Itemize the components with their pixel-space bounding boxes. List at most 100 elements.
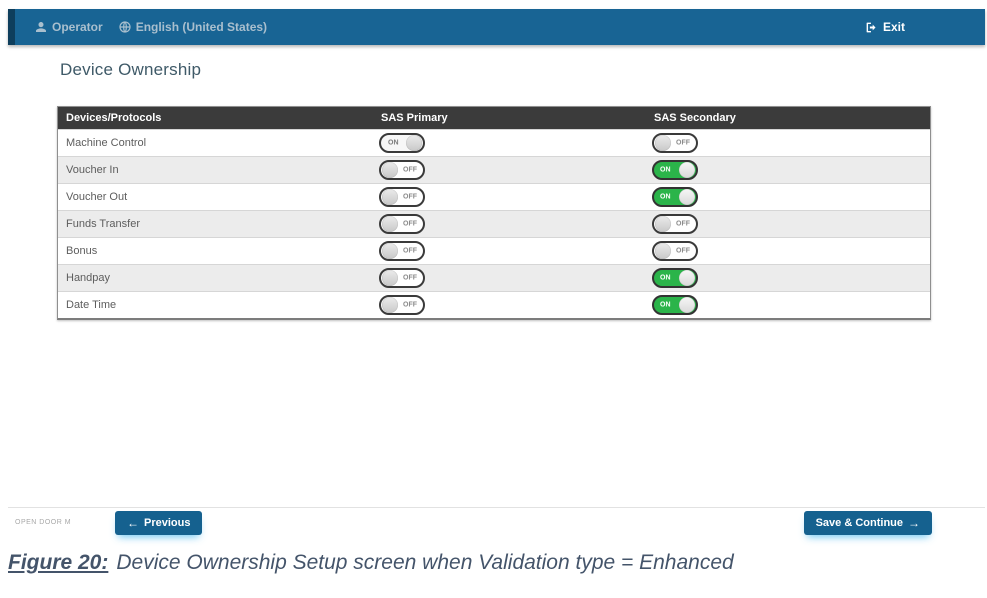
toggle-knob bbox=[382, 243, 398, 259]
sas-secondary-cell: OFF bbox=[646, 214, 930, 234]
sas-primary-toggle[interactable]: ON bbox=[379, 133, 425, 153]
device-label: Date Time bbox=[66, 299, 117, 311]
sas-primary-cell: OFF bbox=[373, 295, 646, 315]
sas-secondary-toggle[interactable]: OFF bbox=[652, 241, 698, 261]
toggle-state-label: ON bbox=[660, 193, 671, 201]
toggle-state-label: ON bbox=[660, 274, 671, 282]
sas-primary-cell: OFF bbox=[373, 241, 646, 261]
device-label: Handpay bbox=[66, 272, 111, 284]
table-row: Date Time OFF ON bbox=[58, 291, 930, 318]
sas-secondary-toggle[interactable]: ON bbox=[652, 295, 698, 315]
toggle-knob bbox=[679, 297, 695, 313]
sas-primary-toggle[interactable]: OFF bbox=[379, 160, 425, 180]
toggle-knob bbox=[679, 162, 695, 178]
table-row: Handpay OFF ON bbox=[58, 264, 930, 291]
sas-primary-cell: ON bbox=[373, 133, 646, 153]
figure-label: Figure 20: bbox=[8, 551, 109, 574]
toggle-state-label: OFF bbox=[403, 247, 417, 255]
table-header-row: Devices/Protocols SAS Primary SAS Second… bbox=[58, 107, 930, 129]
device-ownership-table: Devices/Protocols SAS Primary SAS Second… bbox=[57, 106, 931, 320]
save-continue-label: Save & Continue bbox=[815, 517, 903, 529]
toggle-state-label: OFF bbox=[676, 247, 690, 255]
header-bar: Operator English (United States) Exit bbox=[8, 9, 985, 45]
arrow-right-icon: → bbox=[908, 516, 920, 530]
toggle-state-label: OFF bbox=[403, 166, 417, 174]
figure-caption: Figure 20: Device Ownership Setup screen … bbox=[8, 551, 734, 575]
device-label: Bonus bbox=[66, 245, 98, 257]
toggle-knob bbox=[655, 135, 671, 151]
sas-primary-toggle[interactable]: OFF bbox=[379, 187, 425, 207]
toggle-state-label: OFF bbox=[676, 139, 690, 147]
sign-out-icon bbox=[865, 21, 878, 34]
column-header-sas-primary: SAS Primary bbox=[381, 112, 448, 124]
device-table-body: Machine Control ON OFF Voucher In OFF ON bbox=[58, 129, 930, 318]
table-row: Bonus OFF OFF bbox=[58, 237, 930, 264]
sas-primary-cell: OFF bbox=[373, 160, 646, 180]
sas-secondary-cell: ON bbox=[646, 268, 930, 288]
sas-primary-toggle[interactable]: OFF bbox=[379, 214, 425, 234]
sas-secondary-cell: ON bbox=[646, 160, 930, 180]
previous-label: Previous bbox=[144, 517, 191, 529]
toggle-state-label: ON bbox=[660, 166, 671, 174]
table-row: Voucher Out OFF ON bbox=[58, 183, 930, 210]
sas-secondary-cell: OFF bbox=[646, 241, 930, 261]
toggle-knob bbox=[382, 162, 398, 178]
device-label: Funds Transfer bbox=[66, 218, 140, 230]
toggle-state-label: ON bbox=[388, 139, 399, 147]
operator-label: Operator bbox=[52, 20, 103, 34]
toggle-state-label: OFF bbox=[403, 193, 417, 201]
arrow-left-icon: ← bbox=[127, 516, 139, 530]
save-continue-button[interactable]: Save & Continue → bbox=[803, 511, 932, 535]
toggle-state-label: OFF bbox=[403, 301, 417, 309]
table-row: Machine Control ON OFF bbox=[58, 129, 930, 156]
sas-secondary-toggle[interactable]: ON bbox=[652, 187, 698, 207]
sas-secondary-cell: OFF bbox=[646, 133, 930, 153]
toggle-knob bbox=[382, 297, 398, 313]
door-status-text: OPEN DOOR M bbox=[15, 519, 72, 526]
toggle-knob bbox=[679, 189, 695, 205]
table-row: Funds Transfer OFF OFF bbox=[58, 210, 930, 237]
sas-primary-toggle[interactable]: OFF bbox=[379, 295, 425, 315]
column-header-sas-secondary: SAS Secondary bbox=[654, 112, 736, 124]
toggle-state-label: OFF bbox=[676, 220, 690, 228]
device-label: Voucher In bbox=[66, 164, 119, 176]
exit-button[interactable]: Exit bbox=[865, 20, 905, 34]
header-left-group: Operator English (United States) bbox=[35, 20, 267, 34]
globe-icon bbox=[119, 21, 131, 33]
exit-label: Exit bbox=[882, 20, 905, 34]
device-label: Voucher Out bbox=[66, 191, 128, 203]
toggle-knob bbox=[382, 270, 398, 286]
toggle-state-label: OFF bbox=[403, 220, 417, 228]
sas-primary-toggle[interactable]: OFF bbox=[379, 241, 425, 261]
sas-primary-cell: OFF bbox=[373, 187, 646, 207]
language-label: English (United States) bbox=[135, 20, 268, 34]
column-header-devices: Devices/Protocols bbox=[66, 112, 162, 124]
sas-primary-toggle[interactable]: OFF bbox=[379, 268, 425, 288]
sas-secondary-toggle[interactable]: ON bbox=[652, 268, 698, 288]
operator-menu[interactable]: Operator bbox=[35, 20, 103, 34]
sas-secondary-toggle[interactable]: OFF bbox=[652, 214, 698, 234]
device-label: Machine Control bbox=[66, 137, 147, 149]
page-title: Device Ownership bbox=[60, 60, 202, 79]
toggle-state-label: OFF bbox=[403, 274, 417, 282]
toggle-knob bbox=[382, 216, 398, 232]
previous-button[interactable]: ← Previous bbox=[115, 511, 203, 535]
sas-secondary-toggle[interactable]: OFF bbox=[652, 133, 698, 153]
sas-primary-cell: OFF bbox=[373, 268, 646, 288]
toggle-knob bbox=[655, 216, 671, 232]
sas-primary-cell: OFF bbox=[373, 214, 646, 234]
table-row: Voucher In OFF ON bbox=[58, 156, 930, 183]
language-menu[interactable]: English (United States) bbox=[119, 20, 267, 34]
toggle-state-label: ON bbox=[660, 301, 671, 309]
figure-caption-text: Device Ownership Setup screen when Valid… bbox=[116, 551, 734, 574]
toggle-knob bbox=[679, 270, 695, 286]
footer-divider bbox=[8, 507, 985, 508]
sas-secondary-cell: ON bbox=[646, 295, 930, 315]
toggle-knob bbox=[382, 189, 398, 205]
toggle-knob bbox=[406, 135, 422, 151]
sas-secondary-toggle[interactable]: ON bbox=[652, 160, 698, 180]
sas-secondary-cell: ON bbox=[646, 187, 930, 207]
toggle-knob bbox=[655, 243, 671, 259]
user-icon bbox=[35, 21, 47, 33]
